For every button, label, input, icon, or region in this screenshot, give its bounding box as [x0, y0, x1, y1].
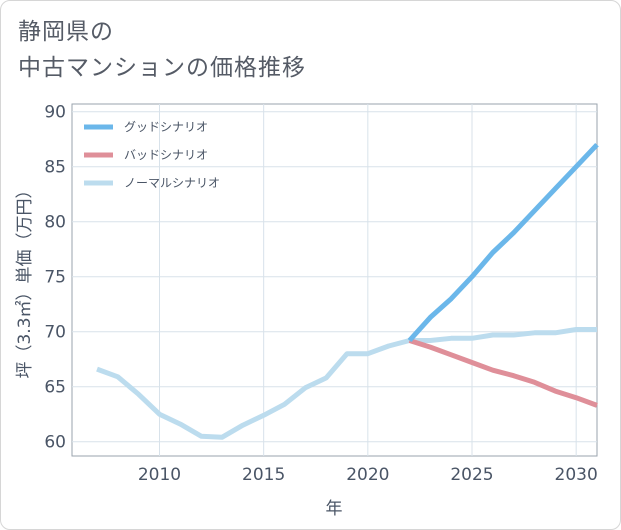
legend-label: ノーマルシナリオ: [124, 176, 220, 190]
y-tick-label: 85: [44, 158, 66, 178]
x-tick-label: 2015: [242, 465, 285, 485]
grid: [72, 104, 597, 456]
x-tick-label: 2030: [555, 465, 598, 485]
y-tick-label: 70: [44, 323, 66, 343]
legend-label: グッドシナリオ: [124, 120, 208, 134]
legend-label: バッドシナリオ: [124, 148, 208, 162]
title-line-2: 中古マンションの価格推移: [18, 55, 306, 81]
axis-ticks: 2010 2015 2020 2025 2030 60 65 70 75 80 85 90: [44, 103, 597, 485]
y-axis-title: 坪（3.3㎡）単価（万円）: [15, 181, 35, 378]
y-tick-label: 60: [44, 433, 66, 453]
series-line-2: [408, 338, 598, 408]
chart-title: 静岡県の 中古マンションの価格推移: [18, 14, 306, 86]
series-line-1: [407, 142, 599, 343]
y-tick-label: 75: [44, 268, 66, 288]
x-tick-label: 2010: [138, 465, 181, 485]
series-lines: [96, 142, 599, 440]
x-tick-label: 2020: [346, 465, 389, 485]
x-tick-label: 2025: [450, 465, 493, 485]
y-tick-label: 90: [44, 103, 66, 123]
title-line-1: 静岡県の: [18, 19, 114, 45]
x-axis-title: 年: [326, 499, 343, 519]
y-tick-label: 65: [44, 378, 66, 398]
series-line-3: [96, 327, 597, 440]
y-tick-label: 80: [44, 213, 66, 233]
